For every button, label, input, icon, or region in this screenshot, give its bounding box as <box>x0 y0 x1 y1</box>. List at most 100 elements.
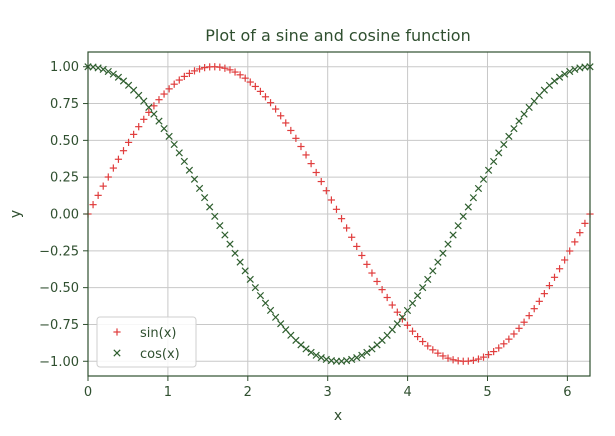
sin-point <box>343 224 351 232</box>
cos-point <box>505 132 513 140</box>
marker-stroke <box>145 103 153 112</box>
x-tick-label: 0 <box>84 385 92 400</box>
cos-point <box>419 284 427 292</box>
marker-stroke <box>150 110 158 118</box>
sin-point <box>439 352 447 360</box>
legend-marker-sin <box>113 328 121 336</box>
sin-point <box>322 187 330 195</box>
sin-point <box>277 112 285 120</box>
cos-point <box>429 267 437 275</box>
marker-stroke <box>525 103 533 112</box>
sin-point <box>495 344 503 352</box>
sin-point <box>160 90 168 98</box>
sin-point <box>561 256 569 264</box>
sin-point <box>358 251 366 260</box>
marker-stroke <box>261 299 270 307</box>
cos-point <box>530 97 538 105</box>
sin-point <box>510 330 518 338</box>
marker-stroke <box>185 166 194 174</box>
sin-point <box>484 351 493 359</box>
cos-point <box>277 320 285 328</box>
cos-point <box>444 240 452 248</box>
cos-point <box>206 203 214 211</box>
marker-stroke <box>109 70 117 78</box>
cos-point <box>525 103 533 112</box>
sin-point <box>145 108 153 116</box>
marker-stroke <box>403 306 412 315</box>
sin-point <box>530 305 538 313</box>
sin-point <box>525 312 533 320</box>
sin-point <box>312 168 320 177</box>
sin-point <box>378 286 386 294</box>
sin-point <box>241 74 249 82</box>
cos-point <box>454 222 462 230</box>
x-tick-label: 4 <box>403 385 411 400</box>
marker-stroke <box>515 117 523 125</box>
y-axis-label: y <box>8 210 24 218</box>
marker-stroke <box>353 354 361 362</box>
sin-point <box>388 301 396 309</box>
cos-point <box>408 299 417 307</box>
legend-box <box>96 316 197 368</box>
marker-stroke <box>413 291 422 300</box>
sin-point <box>201 64 209 72</box>
sin-point <box>282 119 290 127</box>
y-tick-label: −0.75 <box>39 318 79 333</box>
cos-point <box>520 110 528 118</box>
sin-point <box>540 290 548 298</box>
cos-point <box>185 166 194 174</box>
marker-stroke <box>449 231 457 239</box>
sin-point <box>287 126 295 135</box>
sin-point <box>434 349 442 357</box>
y-tick-label: −1.00 <box>39 355 79 370</box>
marker-stroke <box>358 351 366 359</box>
marker-stroke <box>170 140 178 149</box>
marker-stroke <box>180 157 188 166</box>
marker-stroke <box>231 249 239 257</box>
cos-point <box>434 258 442 266</box>
cos-point <box>449 231 457 239</box>
marker-stroke <box>165 132 173 140</box>
legend-entry-sin: sin(x) <box>113 326 176 341</box>
marker-stroke <box>337 357 346 365</box>
marker-stroke <box>454 222 462 230</box>
marker-stroke <box>211 212 219 220</box>
marker-stroke <box>246 275 254 284</box>
marker-stroke <box>505 132 513 140</box>
sin-point <box>424 342 432 350</box>
sin-point <box>124 138 133 146</box>
sin-point <box>317 177 325 186</box>
sin-point <box>155 96 163 104</box>
marker-stroke <box>130 86 138 94</box>
sin-point <box>261 93 270 101</box>
cos-point <box>500 140 508 149</box>
sin-point <box>140 115 148 123</box>
cos-point <box>464 203 472 211</box>
x-tick-label: 1 <box>164 385 172 400</box>
sin-point <box>449 356 457 364</box>
cos-point <box>114 73 123 81</box>
cos-point <box>226 240 234 248</box>
cos-point <box>424 275 432 284</box>
sin-point <box>175 76 183 84</box>
sin-point <box>150 102 158 110</box>
cos-point <box>363 348 371 357</box>
legend-label-cos: cos(x) <box>140 347 180 362</box>
cos-point <box>358 351 366 359</box>
sin-point <box>408 327 417 335</box>
cos-point <box>135 91 143 100</box>
sin-point <box>216 63 224 71</box>
marker-stroke <box>302 345 310 353</box>
sin-point <box>545 282 554 290</box>
cos-point <box>109 70 117 78</box>
marker-stroke <box>388 326 396 334</box>
cos-point <box>170 140 178 149</box>
sin-point <box>246 78 254 86</box>
marker-stroke <box>408 299 417 307</box>
marker-stroke <box>464 203 472 211</box>
marker-stroke <box>348 355 356 364</box>
cos-point <box>160 124 168 133</box>
marker-stroke <box>484 166 493 174</box>
marker-stroke <box>479 175 488 183</box>
cos-point <box>317 354 325 362</box>
